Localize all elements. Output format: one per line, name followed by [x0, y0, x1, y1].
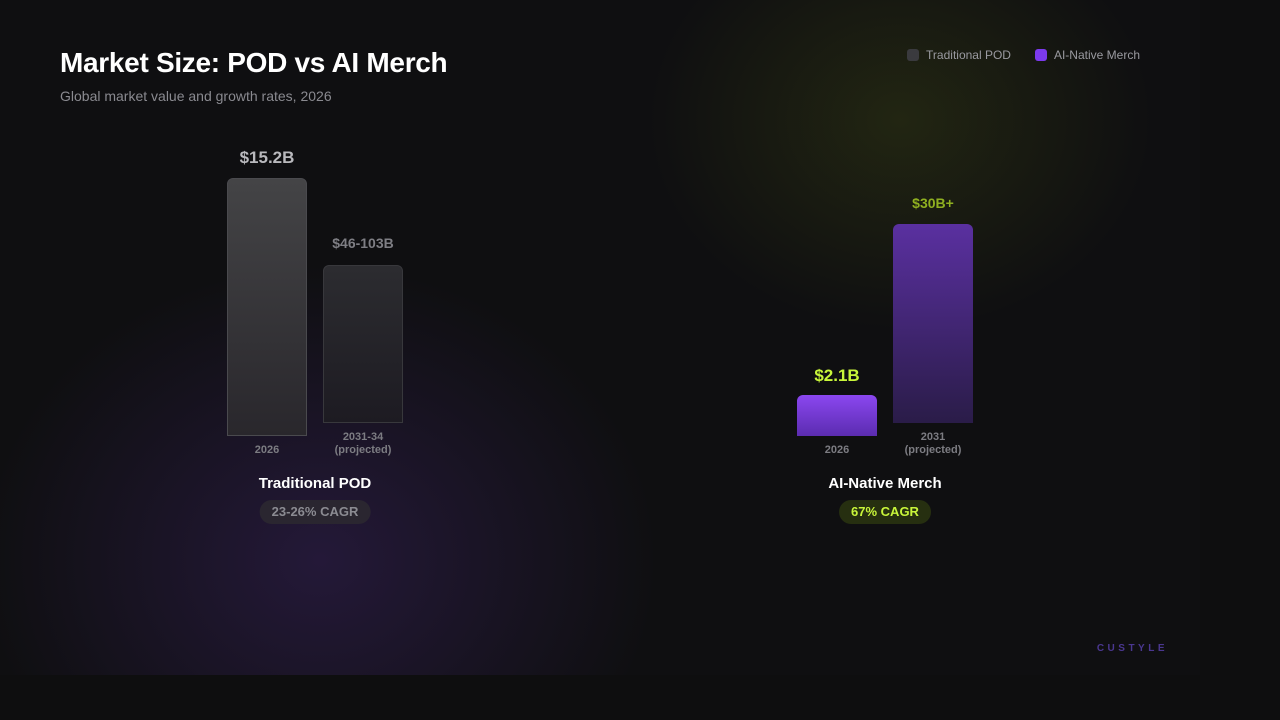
chart-group-ai-native-merch: $2.1B 2026 $30B+ 2031 (projected) — [785, 140, 985, 540]
bar-column: $46-103B 2031-34 (projected) — [323, 140, 403, 540]
bar-category-label: 2026 — [824, 444, 850, 456]
page-title: Market Size: POD vs AI Merch — [60, 47, 448, 78]
legend-swatch-traditional-pod — [907, 49, 920, 61]
brand-wordmark: CUSTYLE — [1096, 643, 1168, 654]
bar — [323, 265, 403, 423]
bar-value-label: $46-103B — [332, 235, 394, 251]
bar-category-label: 2026 — [254, 444, 280, 456]
legend: Traditional POD AI-Native Merch — [907, 48, 1140, 62]
bar — [227, 178, 307, 436]
bar-value-label: $15.2B — [239, 148, 295, 167]
group-name-traditional-pod: Traditional POD — [258, 475, 372, 492]
bar — [893, 224, 973, 423]
page-subtitle: Global market value and growth rates, 20… — [60, 88, 332, 104]
bar-column: $30B+ 2031 (projected) — [893, 140, 973, 540]
bar — [797, 395, 877, 436]
group-name-ai-native-merch: AI-Native Merch — [828, 475, 942, 492]
legend-label-traditional-pod: Traditional POD — [926, 48, 1011, 62]
legend-swatch-ai-native-merch — [1034, 49, 1047, 61]
legend-label-ai-native-merch: AI-Native Merch — [1053, 48, 1140, 62]
bar-column: $15.2B 2026 — [227, 140, 307, 540]
bar-value-label: $2.1B — [814, 366, 860, 385]
cagr-badge-ai-native-merch: 67% CAGR — [839, 500, 931, 524]
legend-item-ai-native-merch: AI-Native Merch — [1034, 48, 1140, 62]
bar-category-label: 2031 (projected) — [904, 431, 962, 456]
slide: Market Size: POD vs AI Merch Global mark… — [0, 0, 1200, 675]
cagr-badge-traditional-pod: 23-26% CAGR — [259, 500, 371, 524]
chart-group-traditional-pod: $15.2B 2026 $46-103B 2031-34 (projected) — [215, 140, 415, 540]
legend-item-traditional-pod: Traditional POD — [907, 48, 1011, 62]
bar-category-label: 2031-34 (projected) — [334, 431, 392, 456]
bar-value-label: $30B+ — [912, 195, 954, 211]
bar-column: $2.1B 2026 — [797, 140, 877, 540]
